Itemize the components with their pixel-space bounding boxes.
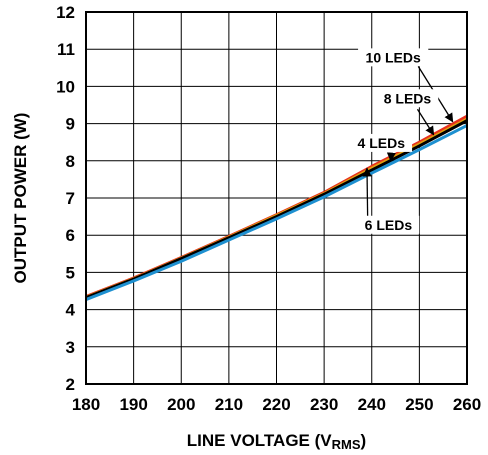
series-line-6-leds (85, 124, 468, 301)
y-tick-label: 10 (56, 77, 75, 96)
x-tick-label: 200 (167, 395, 195, 414)
x-tick-label: 260 (453, 395, 481, 414)
y-tick-labels: 2 3 4 5 6 7 8 9 10 11 12 (56, 3, 75, 394)
x-tick-label: 180 (72, 395, 100, 414)
annotation-bg (358, 48, 429, 67)
x-tick-label: 190 (119, 395, 147, 414)
x-tick-label: 220 (262, 395, 290, 414)
x-axis-label: LINE VOLTAGE (VRMS) (187, 431, 366, 452)
annotation-label: 6 LEDs (365, 217, 413, 233)
x-tick-label: 230 (310, 395, 338, 414)
y-tick-label: 4 (66, 301, 76, 320)
grid-lines (85, 11, 468, 385)
annotation-bg (350, 133, 413, 152)
annotation-label: 10 LEDs (366, 49, 421, 65)
y-tick-label: 8 (66, 152, 75, 171)
series-line-4-leds (85, 119, 468, 300)
y-tick-label: 6 (66, 226, 75, 245)
y-tick-label: 11 (57, 40, 75, 59)
annotation-label: 8 LEDs (384, 90, 432, 106)
y-tick-label: 2 (66, 375, 75, 394)
y-axis-label: OUTPUT POWER (W) (11, 113, 30, 284)
annotation-arrow (362, 167, 372, 216)
x-tick-label: 240 (358, 395, 386, 414)
y-tick-label: 12 (56, 3, 75, 22)
x-tick-label: 210 (215, 395, 243, 414)
plot-frame (85, 11, 468, 385)
annotation-label: 4 LEDs (358, 135, 406, 151)
annotations: 10 LEDs 8 LEDs 4 LEDs 6 LEDs (350, 48, 454, 234)
y-tick-label: 3 (66, 338, 75, 357)
x-tick-label: 250 (405, 395, 433, 414)
series-lines (85, 114, 468, 301)
y-tick-label: 5 (66, 263, 75, 282)
annotation-bg (357, 215, 420, 234)
annotation-arrow (416, 108, 435, 136)
y-tick-label: 7 (66, 189, 75, 208)
x-tick-labels: 180 190 200 210 220 230 240 250 260 (72, 395, 481, 414)
annotation-bg (376, 89, 439, 108)
y-tick-label: 9 (66, 115, 75, 134)
